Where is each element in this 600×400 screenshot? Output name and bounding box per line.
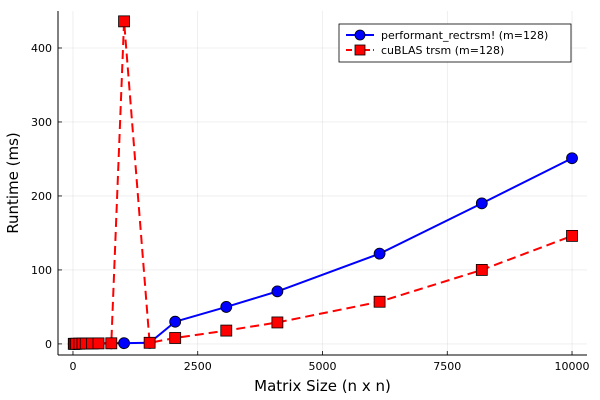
y-tick-label: 300 xyxy=(31,116,52,129)
data-point xyxy=(169,315,182,328)
data-point xyxy=(118,15,130,28)
axes xyxy=(57,11,587,356)
x-tick-label: 5000 xyxy=(309,360,337,373)
legend-marker-cublas xyxy=(354,44,366,56)
legend-label-cublas: cuBLAS trsm (m=128) xyxy=(381,44,504,57)
y-tick-label: 400 xyxy=(31,42,52,55)
x-tick-label: 7500 xyxy=(433,360,461,373)
x-axis-title: Matrix Size (n x n) xyxy=(254,377,391,395)
data-point xyxy=(169,332,182,344)
x-tick-label: 2500 xyxy=(184,360,212,373)
data-point xyxy=(220,324,233,337)
legend: performant_rectrsm! (m=128) cuBLAS trsm … xyxy=(338,23,572,63)
data-point xyxy=(566,152,578,165)
y-tick-label: 0 xyxy=(45,338,52,351)
x-tick-label: 10000 xyxy=(555,360,590,373)
x-tick-label: 0 xyxy=(69,360,76,373)
tick-labels: 0 2500 5000 7500 10000 0 100 200 300 400 xyxy=(31,42,590,373)
y-tick-label: 100 xyxy=(31,264,52,277)
data-point xyxy=(475,264,488,276)
legend-label-performant: performant_rectrsm! (m=128) xyxy=(381,29,548,42)
data-point xyxy=(143,336,156,349)
data-point xyxy=(271,316,284,329)
data-point xyxy=(566,229,578,242)
data-point xyxy=(105,337,118,350)
data-point xyxy=(373,247,386,260)
series-layer xyxy=(67,15,578,350)
data-point xyxy=(271,285,284,298)
series-0 xyxy=(67,152,578,350)
series-line xyxy=(73,20,573,345)
series-line xyxy=(73,157,573,345)
y-tick-label: 200 xyxy=(31,190,52,203)
data-point xyxy=(373,295,386,308)
data-point xyxy=(92,337,105,350)
series-1 xyxy=(67,15,578,350)
data-point xyxy=(220,301,233,313)
data-point xyxy=(118,337,130,350)
legend-marker-performant xyxy=(354,29,366,41)
legend-box xyxy=(338,23,572,63)
data-point xyxy=(475,197,488,210)
y-axis-title: Runtime (ms) xyxy=(4,132,22,234)
